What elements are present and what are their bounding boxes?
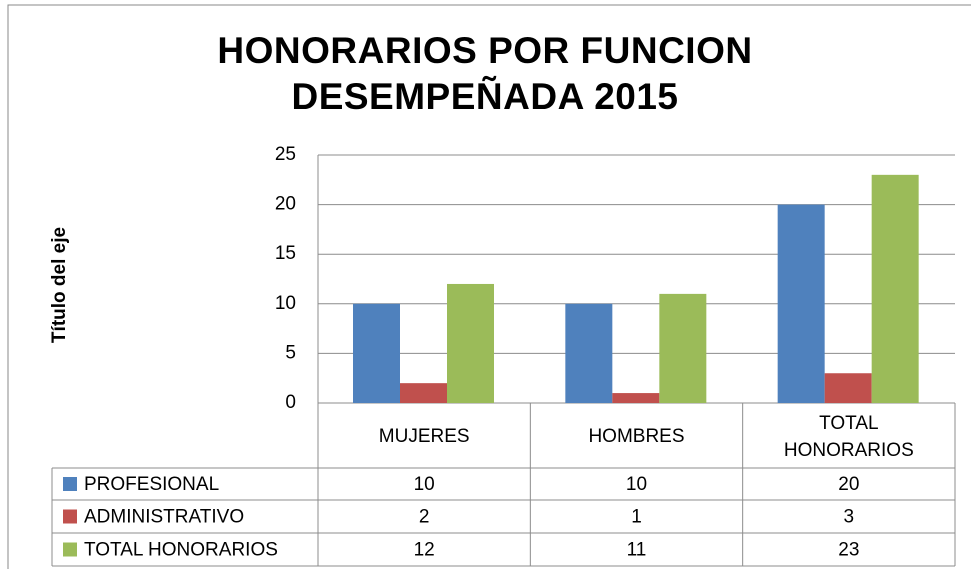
table-value: 20 (838, 474, 859, 495)
y-tick-label: 0 (285, 392, 296, 413)
legend-key (63, 542, 77, 557)
table-value: 1 (631, 507, 642, 528)
title-box: HONORARIOS POR FUNCION DESEMPEÑADA 2015 (217, 30, 753, 117)
chart-title: HONORARIOS POR FUNCION DESEMPEÑADA 2015 (217, 30, 753, 117)
y-tick-label: 25 (275, 144, 296, 165)
bar (777, 204, 825, 403)
category-label: TOTAL HONORARIOS (783, 412, 914, 461)
category-label: HOMBRES (588, 426, 685, 447)
category-label-box: TOTAL HONORARIOS (783, 412, 914, 461)
category-label-box: MUJERES (378, 426, 470, 447)
table-value: 12 (414, 540, 435, 561)
y-tick-label: 20 (275, 194, 296, 215)
category-label: MUJERES (378, 426, 470, 447)
y-tick-label: 15 (275, 243, 296, 264)
bar (871, 174, 919, 403)
legend-key (63, 509, 77, 524)
y-axis-label: Título del eje (49, 227, 70, 343)
table-value: 11 (627, 540, 647, 561)
table-value: 23 (838, 540, 859, 561)
table-value: 10 (626, 474, 647, 495)
legend-key (63, 477, 77, 491)
y-tick-label: 10 (275, 293, 296, 314)
legend-label: PROFESIONAL (84, 474, 219, 495)
table-value: 3 (844, 507, 855, 528)
y-tick-label: 5 (285, 342, 296, 363)
bar (612, 393, 660, 403)
bar (659, 293, 707, 403)
table-value: 10 (414, 474, 435, 495)
bar (400, 383, 447, 403)
legend-label: ADMINISTRATIVO (84, 507, 244, 528)
bar (447, 283, 494, 403)
bar (824, 373, 872, 403)
legend-label: TOTAL HONORARIOS (84, 540, 278, 561)
bar (353, 303, 400, 403)
bar (565, 303, 613, 403)
table-value: 2 (419, 507, 430, 528)
category-label-box: HOMBRES (588, 426, 685, 447)
